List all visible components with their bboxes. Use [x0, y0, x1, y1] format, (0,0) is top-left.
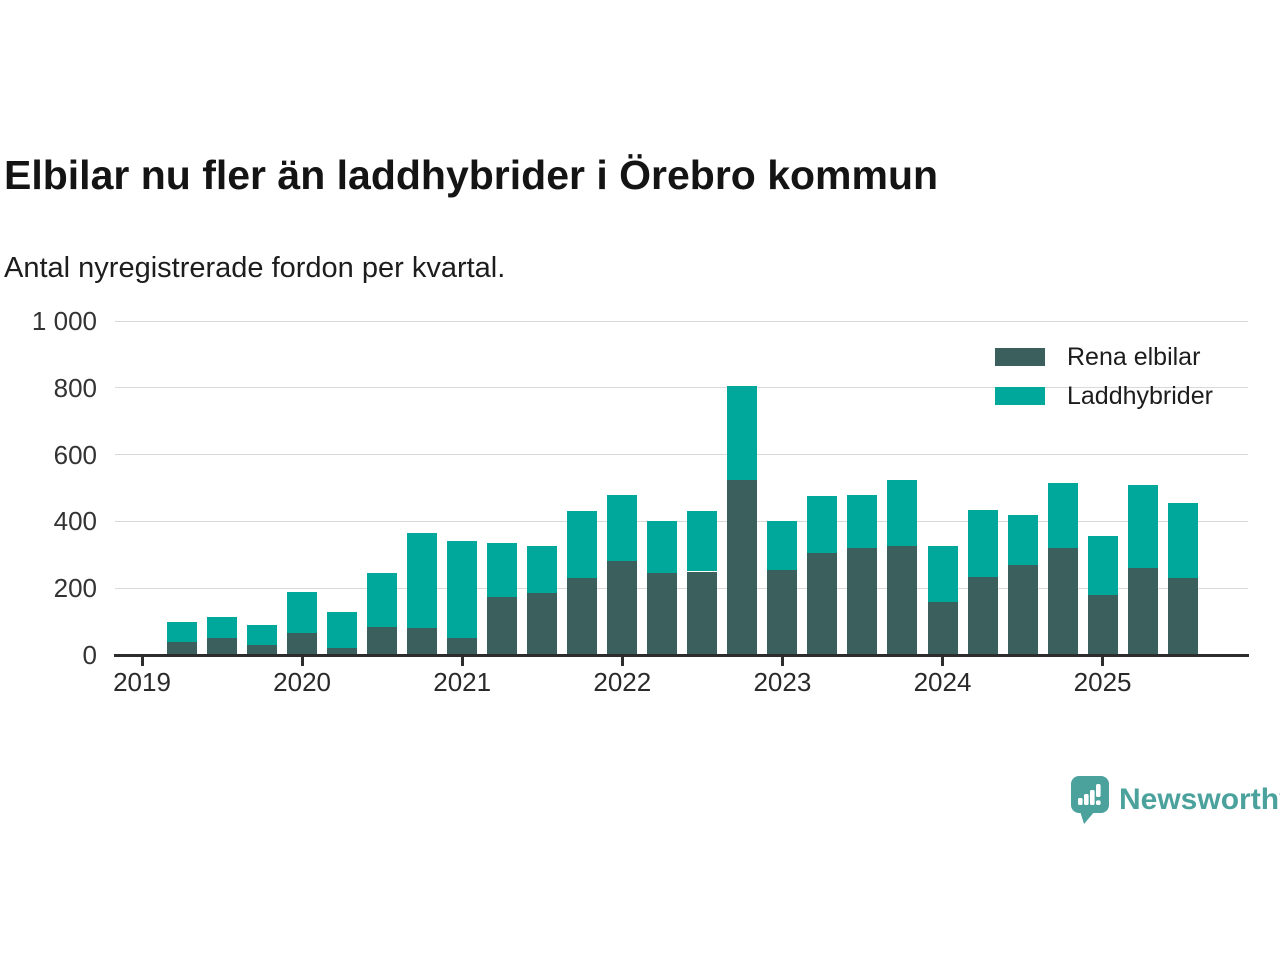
bar-segment-2023-Q4-rena-elbilar: [887, 546, 918, 655]
newsworthy-wordmark: Newsworthy: [1119, 783, 1280, 816]
bar-segment-2025-Q3-rena-elbilar: [1167, 578, 1198, 655]
bar-segment-2025-Q3-laddhybrider: [1167, 503, 1198, 579]
bar-segment-2024-Q2-laddhybrider: [967, 509, 998, 577]
y-axis-tick-label: 800: [53, 372, 97, 403]
gridline-y-600: [115, 454, 1248, 456]
bar-segment-2023-Q4-laddhybrider: [887, 479, 918, 547]
bar-segment-2024-Q4-laddhybrider: [1047, 482, 1078, 549]
bar-segment-2022-Q3-rena-elbilar: [687, 571, 718, 655]
bar-segment-2019-Q3-rena-elbilar: [207, 638, 238, 655]
bar-segment-2021-Q3-rena-elbilar: [527, 593, 558, 655]
bar-segment-2019-Q2-rena-elbilar: [167, 641, 198, 655]
bar-segment-2025-Q1-laddhybrider: [1087, 536, 1118, 595]
x-axis-tick-2021: [460, 657, 464, 666]
bar-segment-2022-Q3-laddhybrider: [687, 511, 718, 572]
chart-title: Elbilar nu fler än laddhybrider i Örebro…: [4, 152, 939, 198]
bar-segment-2023-Q1-rena-elbilar: [767, 569, 798, 655]
bar-segment-2019-Q4-rena-elbilar: [247, 644, 278, 655]
newsworthy-logo: Newsworthy: [1070, 775, 1280, 825]
bar-segment-2020-Q4-rena-elbilar: [407, 628, 438, 655]
y-axis-tick-label: 200: [53, 573, 97, 604]
bar-segment-2023-Q2-rena-elbilar: [807, 553, 838, 655]
bar-segment-2024-Q1-rena-elbilar: [927, 601, 958, 655]
bar-segment-2021-Q2-rena-elbilar: [487, 596, 518, 655]
bar-segment-2025-Q2-rena-elbilar: [1127, 568, 1158, 655]
bar-segment-2019-Q2-laddhybrider: [167, 621, 198, 642]
bar-segment-2022-Q1-rena-elbilar: [607, 561, 638, 655]
x-axis-tick-2019: [140, 657, 144, 666]
newsworthy-bubble-chart-icon: [1071, 776, 1109, 824]
gridline-y-1000: [115, 320, 1248, 322]
chart-subtitle: Antal nyregistrerade fordon per kvartal.: [4, 252, 506, 284]
x-axis-tick-label: 2020: [273, 667, 332, 697]
bar-segment-2020-Q1-laddhybrider: [287, 591, 318, 634]
x-axis-tick-label: 2022: [593, 667, 652, 697]
y-axis-tick-label: 0: [82, 640, 97, 670]
x-axis-tick-2023: [780, 657, 784, 666]
bar-segment-2023-Q3-rena-elbilar: [847, 548, 878, 655]
bar-segment-2020-Q1-rena-elbilar: [287, 633, 318, 655]
gridline-y-800: [115, 387, 1248, 389]
bar-segment-2019-Q3-laddhybrider: [207, 616, 238, 639]
bar-segment-2023-Q2-laddhybrider: [807, 496, 838, 554]
gridline-y-200: [115, 587, 1248, 589]
x-axis-tick-2020: [300, 657, 304, 666]
y-axis-tick-label: 400: [53, 506, 97, 537]
bar-segment-2025-Q1-rena-elbilar: [1087, 594, 1118, 655]
x-axis-tick-label: 2024: [913, 667, 972, 697]
y-axis-tick-label: 600: [53, 439, 97, 470]
bar-segment-2019-Q4-laddhybrider: [247, 624, 278, 645]
x-axis-tick-label: 2025: [1073, 667, 1132, 697]
bar-segment-2024-Q3-rena-elbilar: [1007, 564, 1038, 655]
bar-segment-2021-Q2-laddhybrider: [487, 543, 518, 597]
legend-item-rena-elbilar: Rena elbilar: [995, 342, 1200, 372]
bar-segment-2021-Q1-rena-elbilar: [447, 638, 478, 655]
legend-item-laddhybrider: Laddhybrider: [995, 381, 1213, 411]
legend-label: Laddhybrider: [1067, 381, 1213, 410]
bar-segment-2021-Q1-laddhybrider: [447, 541, 478, 639]
gridline-y-400: [115, 520, 1248, 522]
legend-swatch: [995, 387, 1045, 405]
x-axis-tick-label: 2019: [113, 667, 171, 697]
bar-segment-2020-Q4-laddhybrider: [407, 533, 438, 629]
bar-segment-2024-Q1-laddhybrider: [927, 546, 958, 602]
x-axis-tick-2025: [1101, 657, 1105, 666]
x-axis-tick-label: 2023: [753, 667, 812, 697]
x-axis-tick-2022: [620, 657, 624, 666]
legend-label: Rena elbilar: [1067, 342, 1201, 371]
bar-segment-2021-Q4-rena-elbilar: [567, 578, 598, 655]
x-axis-line: [114, 654, 1249, 657]
bar-segment-2024-Q3-laddhybrider: [1007, 514, 1038, 565]
bar-segment-2022-Q2-rena-elbilar: [647, 573, 678, 655]
bar-segment-2022-Q4-laddhybrider: [727, 386, 758, 480]
bar-segment-2022-Q2-laddhybrider: [647, 521, 678, 574]
bar-segment-2020-Q2-rena-elbilar: [327, 648, 358, 655]
bar-segment-2024-Q4-rena-elbilar: [1047, 548, 1078, 655]
bar-segment-2021-Q3-laddhybrider: [527, 546, 558, 594]
y-axis-tick-label: 1 000: [31, 306, 97, 336]
bar-segment-2023-Q1-laddhybrider: [767, 521, 798, 570]
bar-segment-2020-Q3-rena-elbilar: [367, 626, 398, 655]
legend-swatch: [995, 348, 1045, 366]
x-axis-tick-label: 2021: [433, 667, 492, 697]
bar-segment-2021-Q4-laddhybrider: [567, 511, 598, 579]
bar-segment-2025-Q2-laddhybrider: [1127, 484, 1158, 569]
bar-segment-2024-Q2-rena-elbilar: [967, 576, 998, 655]
bar-segment-2023-Q3-laddhybrider: [847, 494, 878, 549]
bar-segment-2020-Q3-laddhybrider: [367, 573, 398, 627]
bar-segment-2022-Q4-rena-elbilar: [727, 479, 758, 655]
bar-segment-2022-Q1-laddhybrider: [607, 494, 638, 562]
bar-segment-2020-Q2-laddhybrider: [327, 611, 358, 649]
x-axis-tick-2024: [941, 657, 944, 666]
